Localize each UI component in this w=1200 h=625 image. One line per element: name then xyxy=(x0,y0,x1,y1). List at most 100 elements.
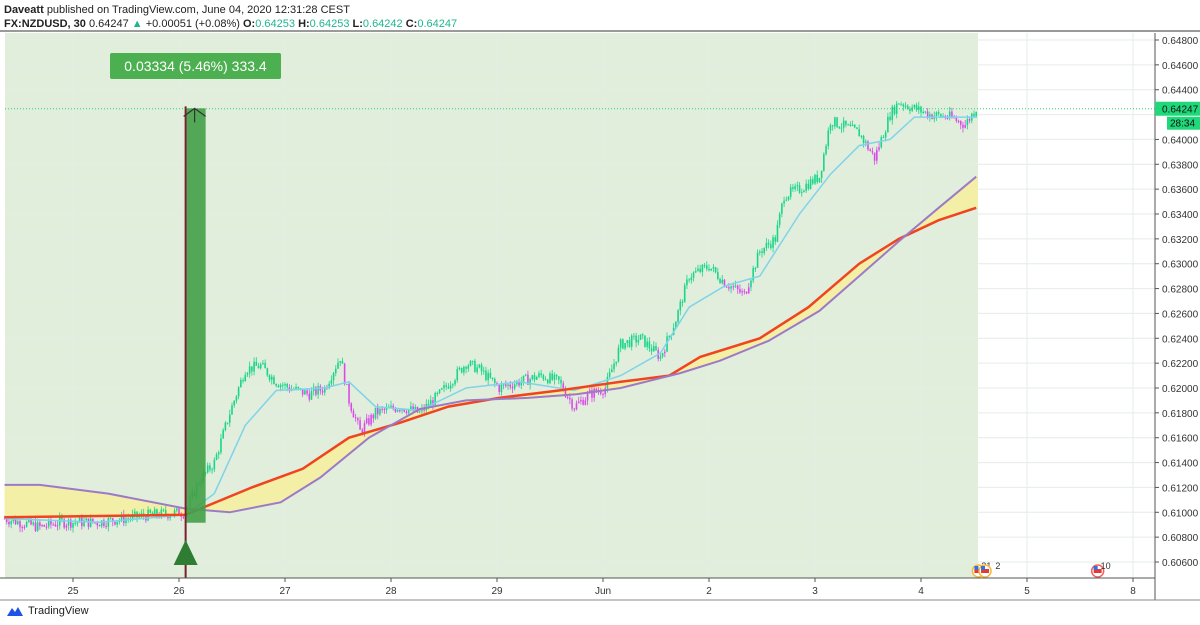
y-tick-label: 0.64400 xyxy=(1162,86,1199,97)
candle xyxy=(10,521,12,525)
candle xyxy=(862,135,865,143)
candle xyxy=(692,272,695,278)
candle xyxy=(45,526,48,528)
candle xyxy=(213,459,216,470)
candle xyxy=(957,120,960,122)
candle xyxy=(582,399,584,405)
candle xyxy=(304,390,306,395)
candle xyxy=(593,388,595,398)
candle xyxy=(226,422,229,424)
candle xyxy=(270,376,273,380)
candle xyxy=(710,268,713,271)
candle xyxy=(295,386,297,390)
candle xyxy=(531,375,534,380)
candle xyxy=(352,410,355,418)
candle xyxy=(96,522,99,526)
candle xyxy=(542,375,545,380)
candle xyxy=(796,185,799,187)
candle xyxy=(83,520,85,527)
candle xyxy=(279,384,282,388)
y-tick-label: 0.64600 xyxy=(1162,61,1199,72)
candle xyxy=(650,348,653,352)
candle xyxy=(697,268,699,272)
y-tick-label: 0.61400 xyxy=(1162,459,1199,470)
candle xyxy=(429,400,432,406)
candle xyxy=(224,422,227,431)
candle xyxy=(758,251,761,253)
candle xyxy=(107,518,110,527)
candle xyxy=(785,199,788,201)
candle xyxy=(259,364,262,369)
candle xyxy=(690,277,693,281)
candle xyxy=(240,379,242,388)
candle xyxy=(853,124,856,128)
candle xyxy=(317,386,319,395)
candle xyxy=(357,418,359,421)
close-label: C: xyxy=(405,18,418,30)
candle xyxy=(394,408,397,412)
candle xyxy=(52,524,54,526)
candle xyxy=(89,518,92,527)
candle xyxy=(683,285,686,303)
footer-brand: TradingView xyxy=(28,605,89,617)
tradingview-logo-icon xyxy=(7,607,23,616)
candle xyxy=(639,334,642,340)
candle xyxy=(728,287,730,289)
candle xyxy=(175,508,178,511)
candle xyxy=(348,383,350,404)
candle xyxy=(756,252,759,268)
low-label: L: xyxy=(352,18,363,30)
candle xyxy=(480,364,483,372)
candle xyxy=(28,519,30,523)
candle xyxy=(284,384,286,386)
candle xyxy=(825,145,827,155)
x-tick-label: 29 xyxy=(491,586,503,597)
candle xyxy=(856,127,858,130)
candle xyxy=(5,518,8,522)
candle xyxy=(449,385,452,389)
candle xyxy=(887,116,889,133)
candle xyxy=(105,525,107,527)
candle xyxy=(12,518,15,522)
candle xyxy=(134,511,136,515)
candle xyxy=(370,414,372,425)
candle xyxy=(43,524,46,527)
candle xyxy=(898,103,900,105)
candle xyxy=(445,385,448,387)
candle xyxy=(518,381,520,386)
candle xyxy=(354,417,357,419)
publisher[interactable]: Daveatt xyxy=(4,4,44,16)
candle xyxy=(966,119,969,126)
candle xyxy=(491,377,494,379)
candle xyxy=(321,390,324,393)
candle xyxy=(586,393,589,401)
candle xyxy=(617,347,620,362)
candle xyxy=(469,361,472,366)
candle xyxy=(78,517,81,523)
candle xyxy=(438,389,441,394)
candle xyxy=(410,406,412,410)
candle xyxy=(379,408,381,415)
candle xyxy=(913,104,916,108)
candle xyxy=(383,408,386,410)
economic-event[interactable]: 2 xyxy=(978,561,1000,578)
candle xyxy=(482,370,485,372)
candle xyxy=(677,310,679,322)
economic-event[interactable]: 10 xyxy=(1090,561,1111,578)
candle xyxy=(310,391,313,400)
flag-stripes xyxy=(1093,569,1102,573)
candle xyxy=(781,203,783,214)
candle xyxy=(339,361,342,363)
candle xyxy=(549,373,551,384)
candle xyxy=(641,334,644,336)
candle xyxy=(266,368,269,376)
y-tick-label: 0.64000 xyxy=(1162,135,1199,146)
candle xyxy=(76,522,79,524)
high-value: 0.64253 xyxy=(309,18,350,30)
candle xyxy=(334,368,337,374)
candle xyxy=(471,360,474,362)
candle xyxy=(558,376,560,380)
candle xyxy=(458,367,461,370)
candle xyxy=(434,392,436,405)
